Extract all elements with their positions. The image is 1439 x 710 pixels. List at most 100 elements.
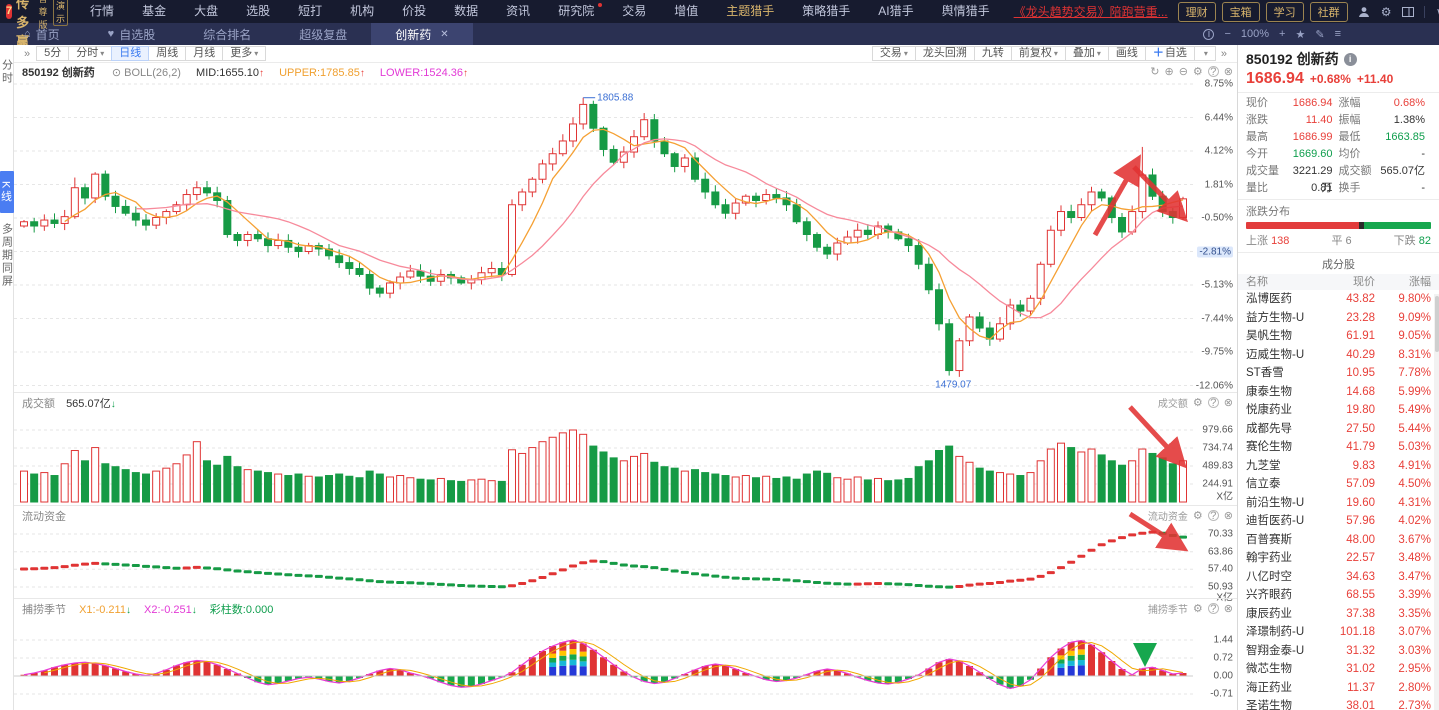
panel-help-icon[interactable]: ? (1207, 603, 1219, 615)
table-row[interactable]: 智翔金泰-U 31.32 3.03% (1238, 642, 1439, 661)
menu-item-4[interactable]: 短打 (298, 4, 323, 18)
panel-help-icon[interactable]: ? (1207, 510, 1219, 522)
table-row[interactable]: 信立泰 57.09 4.50% (1238, 475, 1439, 494)
info-icon[interactable]: i (1203, 28, 1215, 40)
table-row[interactable]: 康辰药业 37.38 3.35% (1238, 605, 1439, 624)
table-row[interactable]: 兴齐眼药 68.55 3.39% (1238, 586, 1439, 605)
topbar-button-1[interactable]: 宝箱 (1221, 1, 1260, 22)
menu-item-6[interactable]: 价投 (402, 4, 427, 18)
panel-settings-icon[interactable]: ⚙ (1192, 66, 1203, 78)
panel-help-icon[interactable]: ? (1207, 66, 1219, 78)
app-logo[interactable]: 7 经传多赢 智尊版 演示 (0, 0, 76, 50)
panel-close-icon[interactable]: ⊗ (1223, 397, 1233, 409)
tool-前复权[interactable]: 前复权 ▾ (1010, 46, 1066, 61)
menu-item-13[interactable]: 策略猎手 (802, 4, 851, 18)
more-tools-icon[interactable]: » (1220, 47, 1227, 60)
menu-item-2[interactable]: 大盘 (194, 4, 219, 18)
col-name[interactable]: 名称 (1246, 276, 1268, 288)
topbar-button-0[interactable]: 理财 (1177, 1, 1216, 22)
table-row[interactable]: 海正药业 11.37 2.80% (1238, 679, 1439, 698)
tab-4[interactable]: 创新药 ✕ (371, 23, 473, 45)
menu-item-1[interactable]: 基金 (142, 4, 167, 18)
chevron-down-icon[interactable]: ∨ (1434, 5, 1439, 19)
menu-item-10[interactable]: 交易 (622, 4, 647, 18)
table-row[interactable]: 百普赛斯 48.00 3.67% (1238, 531, 1439, 550)
table-row[interactable]: 昊帆生物 61.91 9.05% (1238, 327, 1439, 346)
period-5分[interactable]: 5分 (36, 46, 70, 61)
fundflow-chart[interactable] (14, 506, 1193, 599)
oscillator-chart[interactable] (14, 599, 1193, 710)
table-row[interactable]: 泓博医药 43.82 9.80% (1238, 290, 1439, 309)
rail-item-分时[interactable]: 分时 (0, 59, 13, 85)
menu-item-7[interactable]: 数据 (454, 4, 479, 18)
period-更多[interactable]: 更多 ▾ (222, 46, 267, 61)
promo-link[interactable]: 《龙头趋势交易》陪跑营重... (1013, 5, 1168, 19)
user-icon[interactable] (1358, 5, 1371, 18)
period-日线[interactable]: 日线 (111, 46, 150, 61)
indicator-name[interactable]: BOLL(26,2) (124, 67, 181, 79)
edit-pencil-icon[interactable]: ✎ (1315, 28, 1325, 41)
kline-chart[interactable]: 1805.88 1479.07 (14, 63, 1193, 392)
table-row[interactable]: 八亿时空 34.63 3.47% (1238, 568, 1439, 587)
panel-close-icon[interactable]: ⊗ (1223, 603, 1233, 615)
table-row[interactable]: 九芝堂 9.83 4.91% (1238, 457, 1439, 476)
tool-九转[interactable]: 九转 (973, 46, 1012, 61)
tool-交易[interactable]: 交易 ▾ (871, 46, 916, 61)
volume-chart[interactable] (14, 393, 1193, 506)
menu-item-14[interactable]: AI猎手 (878, 4, 914, 18)
tool-caret[interactable]: ▾ (1193, 46, 1216, 61)
menu-item-5[interactable]: 机构 (350, 4, 375, 18)
tool-画线[interactable]: 画线 (1107, 46, 1146, 61)
table-row[interactable]: 翰宇药业 22.57 3.48% (1238, 549, 1439, 568)
menu-item-0[interactable]: 行情 (90, 4, 115, 18)
panel-close-icon[interactable]: ⊗ (1223, 510, 1233, 522)
refresh-icon[interactable]: ↻ (1150, 66, 1160, 78)
tab-1[interactable]: ♥ 自选股 (84, 23, 180, 45)
panel-close-icon[interactable]: ⊗ (1223, 66, 1233, 78)
period-月线[interactable]: 月线 (185, 46, 224, 61)
col-price[interactable]: 现价 (1353, 276, 1375, 288)
table-row[interactable]: 益方生物-U 23.28 9.09% (1238, 309, 1439, 328)
table-row[interactable]: 赛伦生物 41.79 5.03% (1238, 438, 1439, 457)
menu-item-15[interactable]: 舆情猎手 (941, 4, 990, 18)
menu-item-9[interactable]: 研究院 (544, 0, 608, 23)
list-icon[interactable]: ≡ (1334, 28, 1341, 40)
menu-item-11[interactable]: 增值 (674, 4, 699, 18)
topbar-button-3[interactable]: 社群 (1309, 1, 1348, 22)
favorite-star-icon[interactable]: ★ (1295, 28, 1306, 41)
table-row[interactable]: 悦康药业 19.80 5.49% (1238, 401, 1439, 420)
table-row[interactable]: 微芯生物 31.02 2.95% (1238, 660, 1439, 679)
indicator-dropdown[interactable]: ⊙ (111, 67, 125, 79)
settings-gear-icon[interactable]: ⚙ (1380, 4, 1392, 19)
table-row[interactable]: ST香雪 10.95 7.78% (1238, 364, 1439, 383)
tool-自选[interactable]: ＋自选 (1144, 46, 1195, 61)
panel-settings-icon[interactable]: ⚙ (1192, 397, 1203, 409)
tool-龙头回溯[interactable]: 龙头回溯 (914, 46, 975, 61)
menu-item-12[interactable]: 主题猎手 (726, 4, 775, 18)
table-row[interactable]: 前沿生物-U 19.60 4.31% (1238, 494, 1439, 513)
table-scrollbar[interactable] (1434, 294, 1439, 710)
table-row[interactable]: 迈威生物-U 40.29 8.31% (1238, 346, 1439, 365)
period-分时[interactable]: 分时 ▾ (68, 46, 113, 61)
expand-periods-icon[interactable]: » (24, 47, 31, 60)
panel-settings-icon[interactable]: ⚙ (1192, 603, 1203, 615)
table-row[interactable]: 迪哲医药-U 57.96 4.02% (1238, 512, 1439, 531)
table-row[interactable]: 成都先导 27.50 5.44% (1238, 420, 1439, 439)
tool-叠加[interactable]: 叠加 ▾ (1064, 46, 1109, 61)
tab-0[interactable]: ⌂ 首页 (0, 23, 84, 45)
topbar-button-2[interactable]: 学习 (1265, 1, 1304, 22)
col-change[interactable]: 涨幅 (1409, 276, 1431, 288)
layout-icon[interactable] (1402, 5, 1415, 18)
zoom-out-icon[interactable]: − (1224, 28, 1231, 40)
period-周线[interactable]: 周线 (148, 46, 187, 61)
menu-item-8[interactable]: 资讯 (506, 4, 531, 18)
info-icon[interactable]: i (1343, 52, 1357, 66)
close-tab-icon[interactable]: ✕ (440, 28, 449, 40)
zoom-in-icon[interactable]: + (1279, 28, 1286, 40)
zoom-in-icon[interactable]: ⊕ (1164, 66, 1174, 78)
tab-2[interactable]: 综合排名 (179, 23, 275, 45)
rail-item-多周期同屏[interactable]: 多周期同屏 (0, 223, 13, 289)
panel-settings-icon[interactable]: ⚙ (1192, 510, 1203, 522)
menu-item-3[interactable]: 选股 (246, 4, 271, 18)
scrollbar-thumb[interactable] (1434, 296, 1439, 352)
